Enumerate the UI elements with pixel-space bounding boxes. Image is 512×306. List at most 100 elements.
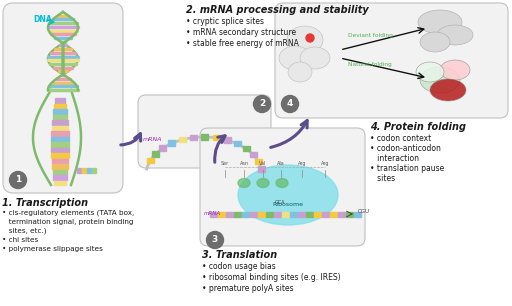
Bar (82, 168, 86, 173)
Ellipse shape (430, 79, 466, 101)
Bar (190, 135, 197, 140)
Text: mRNA: mRNA (204, 211, 221, 216)
Ellipse shape (420, 32, 450, 52)
Bar (213, 135, 220, 140)
Bar (266, 212, 273, 217)
Bar (282, 212, 289, 217)
Bar (258, 166, 265, 172)
Ellipse shape (437, 25, 473, 45)
Circle shape (253, 95, 270, 113)
Text: • codon usage bias: • codon usage bias (202, 262, 276, 271)
Text: Natural folding: Natural folding (348, 62, 392, 67)
Bar (147, 158, 154, 163)
Text: • cryptic splice sites: • cryptic splice sites (186, 17, 264, 26)
Text: Arg: Arg (321, 161, 329, 166)
Bar (52, 159, 68, 163)
Text: 4. Protein folding: 4. Protein folding (370, 122, 466, 132)
Ellipse shape (279, 46, 311, 70)
Ellipse shape (418, 10, 462, 34)
Bar (92, 168, 96, 173)
Bar (354, 212, 361, 217)
Text: • cis-regulatory elements (TATA box,: • cis-regulatory elements (TATA box, (2, 210, 134, 217)
Ellipse shape (257, 178, 269, 188)
Text: • codon context: • codon context (370, 134, 431, 143)
Bar (201, 134, 208, 140)
Text: • codon-anticodon: • codon-anticodon (370, 144, 441, 153)
FancyBboxPatch shape (3, 3, 123, 193)
Circle shape (282, 95, 298, 113)
Circle shape (10, 171, 27, 188)
Ellipse shape (238, 178, 250, 188)
Text: 3: 3 (212, 236, 218, 244)
FancyBboxPatch shape (138, 95, 271, 168)
Bar (314, 212, 321, 217)
Text: termination signal, protein binding: termination signal, protein binding (2, 219, 134, 225)
Bar (226, 212, 233, 217)
Text: 3. Translation: 3. Translation (202, 250, 278, 260)
Text: 4: 4 (287, 99, 293, 109)
Bar (51, 147, 69, 152)
Bar (179, 137, 186, 142)
Ellipse shape (416, 62, 444, 82)
Bar (51, 131, 69, 136)
Bar (55, 98, 65, 103)
Bar (52, 125, 68, 130)
Text: • premature polyA sites: • premature polyA sites (202, 284, 293, 293)
Ellipse shape (238, 165, 338, 225)
Ellipse shape (287, 26, 323, 54)
Text: sites: sites (370, 174, 395, 183)
Bar (258, 212, 265, 217)
Bar (54, 181, 66, 185)
Bar (51, 136, 69, 141)
Bar (53, 114, 67, 119)
Bar (250, 212, 257, 217)
Text: • chi sites: • chi sites (2, 237, 38, 243)
Bar (322, 212, 329, 217)
Bar (338, 212, 345, 217)
Bar (243, 146, 250, 151)
Bar (52, 164, 68, 169)
Bar (53, 175, 67, 180)
Bar (306, 212, 313, 217)
Bar (52, 120, 68, 125)
Text: Arg: Arg (298, 161, 306, 166)
Bar (210, 212, 217, 217)
Text: CGU: CGU (358, 209, 370, 214)
Bar (346, 212, 353, 217)
Bar (168, 140, 176, 146)
FancyBboxPatch shape (275, 3, 508, 118)
Ellipse shape (276, 178, 288, 188)
Text: • stable free energy of mRNA: • stable free energy of mRNA (186, 39, 299, 48)
Text: • mRNA secondary structure: • mRNA secondary structure (186, 28, 296, 37)
Bar (53, 109, 67, 114)
Text: 1: 1 (15, 176, 21, 185)
Text: • ribosomal binding sites (e.g. IRES): • ribosomal binding sites (e.g. IRES) (202, 273, 340, 282)
Text: DNA: DNA (33, 15, 52, 24)
Bar (77, 168, 81, 173)
Text: sites, etc.): sites, etc.) (2, 228, 47, 234)
Bar (51, 142, 69, 147)
Text: 2. mRNA processing and stability: 2. mRNA processing and stability (186, 5, 369, 15)
Bar (51, 153, 69, 158)
Text: Ribosome: Ribosome (272, 202, 304, 207)
Text: • translation pause: • translation pause (370, 164, 444, 173)
Text: mRNA: mRNA (143, 137, 162, 142)
Text: GCA: GCA (275, 200, 285, 205)
Bar (224, 137, 231, 143)
Bar (218, 212, 225, 217)
Ellipse shape (440, 60, 470, 80)
Text: 1. Transcription: 1. Transcription (2, 198, 88, 208)
Text: Deviant folding: Deviant folding (348, 33, 393, 38)
Circle shape (206, 232, 224, 248)
Bar (290, 212, 297, 217)
Bar (250, 152, 257, 157)
Bar (234, 141, 241, 147)
FancyBboxPatch shape (200, 128, 365, 246)
Bar (87, 168, 91, 173)
Bar (274, 212, 281, 217)
Bar (53, 170, 67, 174)
Text: interaction: interaction (370, 154, 419, 163)
Text: Ala: Ala (277, 161, 285, 166)
Ellipse shape (300, 47, 330, 69)
Text: Asn: Asn (240, 161, 248, 166)
